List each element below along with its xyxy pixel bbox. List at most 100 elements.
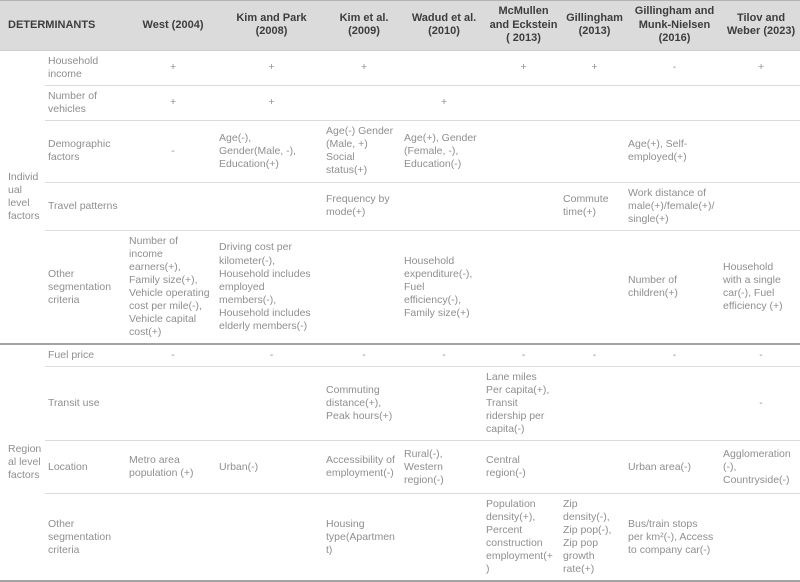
table-row: Travel patterns Frequency by mode(+) Commu…: [0, 181, 800, 231]
table-cell: Age(-) Gender (Male, +) Social status(+): [325, 119, 404, 183]
column-header-study-mcmullen-eckstein-2013: McMullen and Eckstein ( 2013): [485, 0, 563, 51]
table-cell: Agglomeration(-), Countryside(-): [722, 440, 800, 494]
table-row: Demographic factors - Age(-), Gender(Male,…: [0, 119, 800, 183]
table-cell: [485, 84, 563, 121]
table-row: Transit use Commuting distance(+), Peak h…: [0, 366, 800, 441]
table-cell: [562, 84, 628, 121]
table-cell: -: [403, 343, 486, 367]
table-cell: Rural(-), Western region(-): [403, 440, 486, 494]
table-cell: +: [591, 61, 598, 74]
table-row: Other segmentation criteria Number of inc…: [0, 229, 800, 345]
table-cell: Age(-), Gender(Male, -), Education(+): [218, 119, 326, 183]
column-header-study-wadud-2010: Wadud et al. (2010): [403, 0, 486, 51]
row-label: Demographic factors: [45, 119, 129, 183]
table-cell: Lane miles Per capita(+), Transit riders…: [485, 366, 563, 441]
table-cell: +: [403, 84, 486, 121]
table-cell: Urban area(-): [627, 440, 723, 494]
column-header-determinants: DETERMINANTS: [0, 0, 129, 51]
table-cell: [485, 229, 563, 345]
table-cell: [722, 181, 800, 231]
table-cell: Age(+), Self-employed(+): [627, 119, 723, 183]
table-cell: Number of children(+): [627, 229, 723, 345]
table-cell: [562, 119, 628, 183]
table-cell: +: [520, 61, 527, 74]
table-cell: Household expenditure(-), Fuel efficienc…: [403, 229, 486, 345]
table-cell: Urban(-): [218, 440, 326, 494]
row-label: Location: [45, 440, 129, 494]
table-cell: Commuting distance(+), Peak hours(+): [325, 366, 404, 441]
column-header-study-kim-2009: Kim et al. (2009): [325, 0, 404, 51]
table-row: Other segmentation criteria Housing type(…: [0, 493, 800, 582]
table-cell: -: [672, 61, 677, 74]
table-cell: [218, 366, 326, 441]
row-label: Travel patterns: [45, 181, 129, 231]
header-row: DETERMINANTS West (2004) Kim and Park (2…: [0, 0, 800, 51]
table-cell: [627, 84, 723, 121]
table-cell: [403, 50, 485, 85]
table-cell: Central region(-): [485, 440, 563, 494]
table-cell: [325, 84, 404, 121]
table-cell: -: [722, 366, 800, 441]
table-cell: Metro area population (+): [128, 440, 219, 494]
table-cell: [485, 181, 563, 231]
table-cell: [218, 493, 326, 582]
row-label: Other segmentation criteria: [45, 229, 129, 345]
table-cell: [627, 366, 723, 441]
table-row: Regional level factors Fuel price - - - - - - - -: [0, 343, 800, 582]
table-cell: [403, 181, 486, 231]
row-label: Household income: [48, 54, 99, 80]
table-header: DETERMINANTS West (2004) Kim and Park (2…: [0, 0, 800, 51]
table-cell: [722, 119, 800, 183]
column-header-study-gillingham-munk-nielsen-2016: Gillingham and Munk-Nielsen (2016): [627, 0, 723, 51]
table-cell: -: [128, 119, 219, 183]
column-header-study-west-2004: West (2004): [128, 0, 219, 51]
table-cell: -: [128, 343, 219, 367]
section-label: Individual level factors: [8, 170, 40, 222]
column-header-study-kim-park-2008: Kim and Park (2008): [218, 0, 326, 51]
table-cell: [403, 366, 486, 441]
table-cell: -: [722, 343, 800, 367]
table-cell: -: [218, 343, 326, 367]
table-cell: [128, 493, 219, 582]
column-header-study-gillingham-2013: Gillingham (2013): [562, 0, 628, 51]
table-cell: Bus/train stops per km²(-), Access to co…: [627, 493, 723, 582]
table-row: Number of vehicles + + +: [0, 84, 800, 121]
table-cell: [722, 84, 800, 121]
table-cell: +: [128, 84, 219, 121]
row-label: Fuel price: [45, 343, 129, 367]
table-cell: Commute time(+): [562, 181, 628, 231]
table-cell: +: [360, 61, 368, 74]
table-cell: -: [562, 343, 628, 367]
table-cell: [325, 229, 404, 345]
table-cell: Population density(+), Percent construct…: [485, 493, 563, 582]
table-row: Individual level factors Household income…: [0, 50, 800, 222]
table-cell: [128, 366, 219, 441]
table-cell: [218, 181, 326, 231]
table-cell: +: [757, 61, 765, 74]
table-cell: [562, 366, 628, 441]
table-cell: -: [485, 343, 563, 367]
section-label: Regional level factors: [0, 343, 45, 582]
table-cell: Housing type(Apartment): [325, 493, 404, 582]
table-cell: Age(+), Gender (Female, -), Education(-): [403, 119, 486, 183]
table-cell: Work distance of male(+)/female(+)/ sing…: [627, 181, 723, 231]
row-label: Number of vehicles: [45, 84, 129, 121]
table-cell: [562, 440, 628, 494]
table-cell: [485, 119, 563, 183]
table-cell: [403, 493, 486, 582]
table-cell: -: [627, 343, 723, 367]
table-cell: +: [218, 84, 326, 121]
table-cell: [562, 229, 628, 345]
table-cell: +: [268, 61, 275, 74]
table-row: Location Metro area population (+) Urban(-…: [0, 440, 800, 494]
table-cell: -: [325, 343, 404, 367]
table-cell: Driving cost per kilometer(-), Household…: [218, 229, 326, 345]
table-cell: Household with a single car(-), Fuel eff…: [722, 229, 800, 345]
table-cell: +: [169, 61, 177, 74]
table-cell: Frequency by mode(+): [325, 181, 404, 231]
table-body: Individual level factors Household income…: [0, 50, 800, 582]
table-cell: Number of income earners(+), Family size…: [128, 229, 219, 345]
table-cell: [722, 493, 800, 582]
